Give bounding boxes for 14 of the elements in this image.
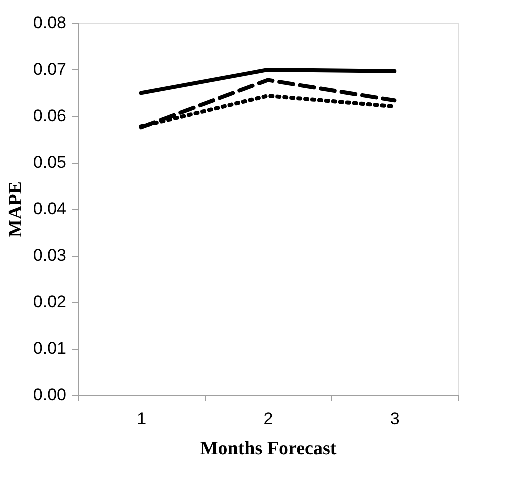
y-tick-label: 0.04	[33, 200, 66, 218]
y-tick-label: 0.05	[33, 153, 66, 172]
y-axis-title: MAPE	[5, 182, 26, 238]
x-tick-label: 3	[390, 410, 400, 428]
y-tick-label: 0.07	[33, 60, 66, 79]
y-tick-label: 0.03	[33, 246, 66, 265]
y-tick-label: 0.02	[33, 292, 66, 312]
y-tick-label: 0.06	[33, 106, 66, 126]
x-tick-label: 1	[137, 410, 147, 428]
x-tick-label: 2	[264, 410, 274, 428]
y-tick-label: 0.08	[33, 14, 66, 32]
y-tick-label: 0.01	[33, 339, 66, 358]
x-axis-title: Months Forecast	[200, 438, 338, 460]
y-tick-label: 0.00	[33, 386, 66, 404]
